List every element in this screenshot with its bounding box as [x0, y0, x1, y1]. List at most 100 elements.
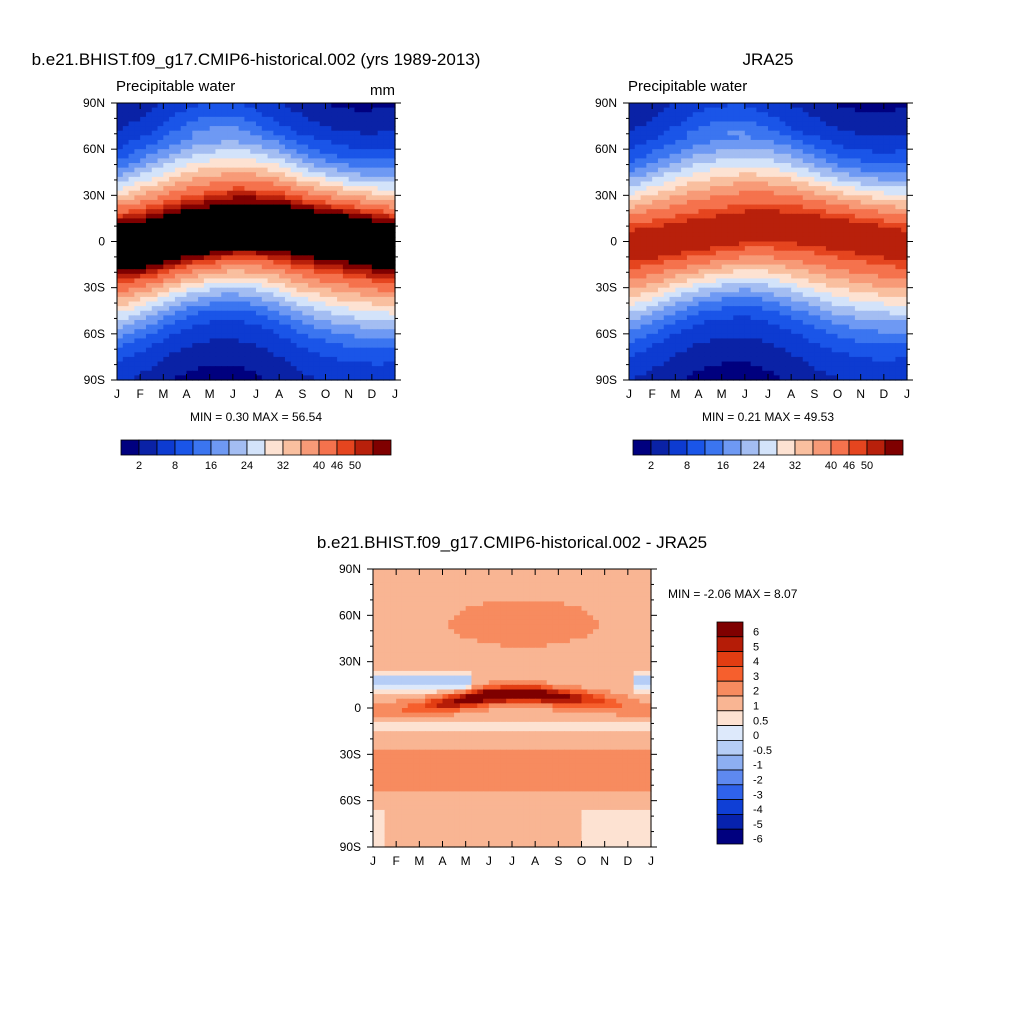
panel-model-field-cell	[209, 139, 217, 146]
panel-obs-field-cell	[681, 112, 688, 118]
panel-model-field-cell	[331, 116, 338, 123]
panel-model-field-cell	[273, 255, 280, 261]
panel-model-field-cell	[313, 347, 321, 353]
panel-model-field-cell	[227, 310, 234, 316]
panel-obs-field-cell	[860, 181, 868, 187]
panel-obs-field-cell	[860, 103, 868, 109]
panel-model-field-cell	[192, 209, 199, 215]
panel-obs-field-cell	[715, 176, 723, 183]
panel-model-field-cell	[383, 176, 390, 183]
panel-obs-field-cell	[698, 149, 705, 155]
panel-model-field-cell	[215, 324, 222, 330]
panel-model-field-cell	[290, 218, 298, 224]
panel-model-field-cell	[313, 199, 321, 206]
panel-obs-field-cell	[704, 199, 711, 206]
panel-model-field-cell	[117, 236, 124, 243]
panel-model-field-cell	[261, 338, 269, 344]
panel-model-field-cell	[342, 112, 350, 118]
panel-model-field-cell	[117, 264, 124, 270]
panel-model-field-cell	[296, 352, 303, 358]
panel-obs-field-cell	[698, 103, 705, 109]
panel-obs-field-cell	[681, 199, 688, 206]
panel-model-field-cell	[169, 356, 176, 363]
panel-model-field-cell	[342, 116, 350, 123]
panel-model-field-cell	[134, 130, 141, 136]
panel-model-field-cell	[389, 241, 396, 247]
panel-obs-field-cell	[733, 273, 740, 280]
panel-obs-field-cell	[814, 135, 821, 141]
panel-model-field-cell	[250, 126, 257, 132]
panel-model-field-cell	[256, 126, 263, 132]
panel-model-field-cell	[198, 269, 205, 275]
panel-obs-field-cell	[791, 264, 798, 270]
panel-model-field-cell	[308, 375, 315, 381]
panel-obs-field-cell	[808, 172, 815, 178]
panel-obs-field-cell	[825, 190, 833, 196]
panel-obs-field-cell	[779, 167, 786, 173]
panel-obs-field-cell	[901, 199, 908, 206]
panel-model-field-cell	[117, 149, 124, 155]
panel-obs-field-cell	[866, 135, 873, 141]
panel-model-field-cell	[279, 278, 286, 284]
panel-obs-field-cell	[889, 199, 897, 206]
panel-obs-field-cell	[849, 250, 856, 256]
panel-model-field-cell	[157, 181, 164, 187]
panel-model-field-cell	[221, 149, 228, 155]
panel-model-field-cell	[337, 329, 344, 335]
panel-model-field-cell	[117, 190, 124, 196]
panel-obs-field-cell	[762, 264, 769, 270]
panel-model-field-cell	[198, 167, 205, 173]
panel-model-field-cell	[232, 227, 240, 233]
panel-obs-field-cell	[849, 167, 856, 173]
panel-model-colorbar-label: 46	[331, 460, 343, 472]
panel-model-field-cell	[117, 112, 124, 118]
panel-obs-field-cell	[710, 287, 717, 293]
panel-obs-field-cell	[889, 287, 897, 293]
panel-model-field-cell	[354, 112, 361, 118]
panel-model-field-cell	[203, 116, 211, 123]
panel-model-field-cell	[331, 333, 338, 340]
panel-model-field-cell	[296, 186, 303, 192]
panel-obs-field-cell	[768, 278, 775, 284]
panel-obs-field-cell	[686, 199, 694, 206]
panel-model-field-cell	[203, 273, 211, 280]
panel-model-field-cell	[261, 246, 269, 252]
panel-obs-field-cell	[652, 209, 659, 215]
panel-obs-field-cell	[768, 232, 775, 238]
panel-model-field-cell	[117, 163, 124, 169]
panel-model-field-cell	[313, 301, 321, 307]
panel-model-field-cell	[377, 255, 385, 261]
panel-model-field-cell	[284, 356, 292, 363]
panel-model-field-cell	[256, 333, 263, 340]
panel-model-field-cell	[308, 190, 315, 196]
panel-model-field-cell	[354, 213, 361, 220]
panel-obs-field-cell	[878, 121, 885, 127]
panel-model-field-cell	[331, 139, 338, 146]
panel-model-field-cell	[163, 186, 170, 192]
panel-model-field-cell	[377, 204, 385, 210]
panel-model-field-cell	[279, 186, 286, 192]
panel-model-field-cell	[192, 370, 199, 376]
panel-model-field-cell	[331, 296, 338, 303]
panel-obs-field-cell	[686, 273, 694, 280]
panel-model-field-cell	[267, 292, 274, 298]
panel-model-field-cell	[371, 236, 379, 243]
panel-obs-field-cell	[849, 209, 856, 215]
panel-model-field-cell	[232, 204, 240, 210]
panel-model-field-cell	[151, 190, 159, 196]
panel-obs-field-cell	[854, 209, 862, 215]
panel-model-field-cell	[267, 149, 274, 155]
panel-obs-field-cell	[686, 241, 694, 247]
panel-obs-field-cell	[692, 259, 700, 266]
panel-model-field-cell	[238, 121, 246, 127]
panel-model-field-cell	[371, 370, 379, 376]
panel-obs-field-cell	[698, 236, 705, 243]
panel-model-field-cell	[140, 112, 147, 118]
panel-model-field-cell	[261, 149, 269, 155]
panel-model-field-cell	[371, 213, 379, 220]
panel-model-field-cell	[279, 195, 286, 201]
panel-model-field-cell	[169, 352, 176, 358]
panel-model-field-cell	[313, 135, 321, 141]
panel-model-field-cell	[360, 139, 367, 146]
panel-obs-field-cell	[756, 232, 763, 238]
